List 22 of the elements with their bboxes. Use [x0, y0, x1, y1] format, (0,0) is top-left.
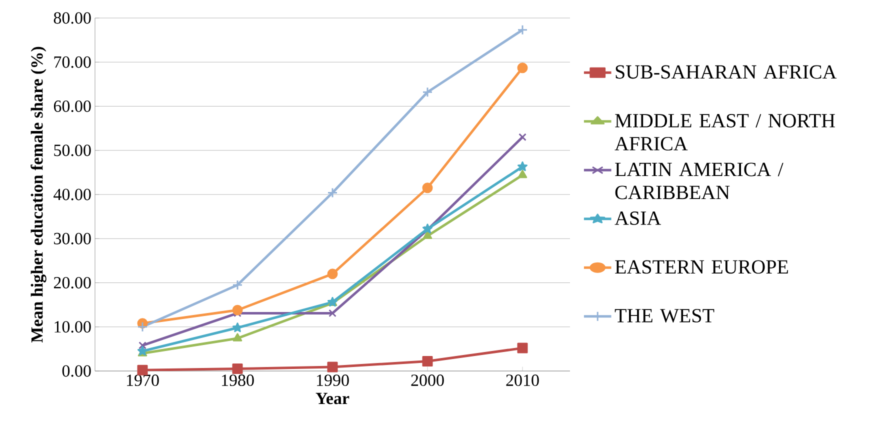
x-tick-label: 2010	[506, 374, 539, 386]
y-axis-title: Mean higher education female share (%)	[30, 46, 46, 343]
y-tick-label: 0.00	[62, 365, 91, 377]
y-tick-label: 70.00	[54, 56, 91, 68]
y-tick-label: 60.00	[54, 100, 91, 112]
legend-label: THE WEST	[614, 308, 714, 323]
legend-label: ASIA	[614, 212, 662, 225]
y-tick-label: 20.00	[54, 276, 91, 289]
legend-label: MIDDLE EAST / NORTH AFRICA	[614, 114, 835, 150]
x-tick-label: 1970	[126, 374, 159, 386]
legend-label: SUB-SAHARAN AFRICA	[616, 65, 837, 79]
legend-label: LATIN AMERICA / CARIBBEAN	[615, 162, 784, 200]
y-tick-label: 50.00	[54, 144, 91, 156]
y-tick-label: 40.00	[54, 188, 91, 200]
y-tick-label: 30.00	[54, 232, 91, 244]
x-tick-label: 1980	[222, 374, 254, 386]
x-tick-label: 1990	[316, 374, 349, 386]
y-tick-label: 80.00	[54, 12, 91, 24]
x-axis-title: Year	[316, 392, 350, 404]
legend-label: EASTERN EUROPE	[615, 260, 788, 274]
y-tick-label: 10.00	[54, 321, 91, 333]
x-tick-label: 2000	[411, 374, 444, 386]
